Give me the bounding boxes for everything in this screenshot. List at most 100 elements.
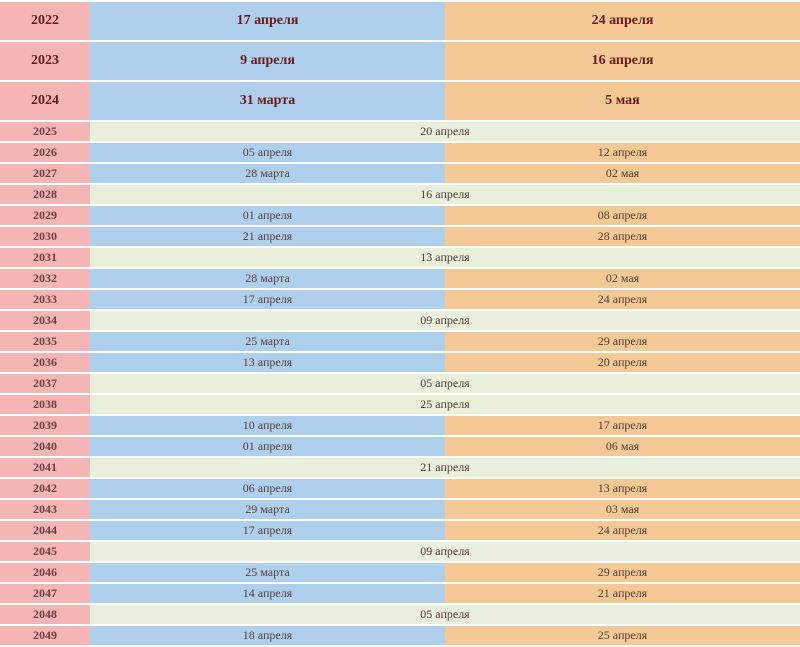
easter-dates-table: 202217 апреля24 апреля20239 апреля16 апр… — [0, 0, 800, 647]
year-cell: 2041 — [0, 458, 90, 477]
table-row: 202816 апреля — [0, 185, 800, 204]
table-row: 203525 марта29 апреля — [0, 332, 800, 351]
right-date-cell: 12 апреля — [445, 143, 800, 162]
year-cell: 2024 — [0, 82, 90, 120]
table-row: 203317 апреля24 апреля — [0, 290, 800, 309]
year-cell: 2045 — [0, 542, 90, 561]
year-cell: 2033 — [0, 290, 90, 309]
right-date-cell: 29 апреля — [445, 563, 800, 582]
year-cell: 2035 — [0, 332, 90, 351]
year-cell: 2026 — [0, 143, 90, 162]
merged-date-cell: 21 апреля — [90, 458, 800, 477]
right-date-cell: 08 апреля — [445, 206, 800, 225]
merged-date-cell: 09 апреля — [90, 311, 800, 330]
year-cell: 2030 — [0, 227, 90, 246]
table-row: 202605 апреля12 апреля — [0, 143, 800, 162]
table-row: 204417 апреля24 апреля — [0, 521, 800, 540]
year-cell: 2032 — [0, 269, 90, 288]
year-cell: 2023 — [0, 42, 90, 80]
table-row: 203910 апреля17 апреля — [0, 416, 800, 435]
year-cell: 2044 — [0, 521, 90, 540]
right-date-cell: 24 апреля — [445, 290, 800, 309]
right-date-cell: 24 апреля — [445, 2, 800, 40]
left-date-cell: 17 апреля — [90, 290, 445, 309]
left-date-cell: 17 апреля — [90, 2, 445, 40]
right-date-cell: 21 апреля — [445, 584, 800, 603]
table-row: 204329 марта03 мая — [0, 500, 800, 519]
year-cell: 2036 — [0, 353, 90, 372]
merged-date-cell: 16 апреля — [90, 185, 800, 204]
left-date-cell: 18 апреля — [90, 626, 445, 645]
year-cell: 2042 — [0, 479, 90, 498]
year-cell: 2046 — [0, 563, 90, 582]
table-row: 20239 апреля16 апреля — [0, 42, 800, 80]
year-cell: 2038 — [0, 395, 90, 414]
right-date-cell: 02 мая — [445, 164, 800, 183]
left-date-cell: 31 марта — [90, 82, 445, 120]
merged-date-cell: 25 апреля — [90, 395, 800, 414]
merged-date-cell: 09 апреля — [90, 542, 800, 561]
table-row: 203113 апреля — [0, 248, 800, 267]
year-cell: 2043 — [0, 500, 90, 519]
right-date-cell: 02 мая — [445, 269, 800, 288]
left-date-cell: 05 апреля — [90, 143, 445, 162]
left-date-cell: 14 апреля — [90, 584, 445, 603]
left-date-cell: 28 марта — [90, 164, 445, 183]
table-row: 204805 апреля — [0, 605, 800, 624]
year-cell: 2025 — [0, 122, 90, 141]
table-row: 202520 апреля — [0, 122, 800, 141]
table-row: 202431 марта5 мая — [0, 82, 800, 120]
left-date-cell: 9 апреля — [90, 42, 445, 80]
year-cell: 2022 — [0, 2, 90, 40]
table-row: 204001 апреля06 мая — [0, 437, 800, 456]
merged-date-cell: 05 апреля — [90, 605, 800, 624]
left-date-cell: 01 апреля — [90, 437, 445, 456]
table-row: 204121 апреля — [0, 458, 800, 477]
left-date-cell: 13 апреля — [90, 353, 445, 372]
right-date-cell: 17 апреля — [445, 416, 800, 435]
right-date-cell: 20 апреля — [445, 353, 800, 372]
table-row: 203228 марта02 мая — [0, 269, 800, 288]
right-date-cell: 29 апреля — [445, 332, 800, 351]
table-row: 202728 марта02 мая — [0, 164, 800, 183]
table-row: 204714 апреля21 апреля — [0, 584, 800, 603]
year-cell: 2029 — [0, 206, 90, 225]
table-row: 203613 апреля20 апреля — [0, 353, 800, 372]
left-date-cell: 28 марта — [90, 269, 445, 288]
year-cell: 2040 — [0, 437, 90, 456]
left-date-cell: 25 марта — [90, 563, 445, 582]
year-cell: 2039 — [0, 416, 90, 435]
table-row: 203021 апреля28 апреля — [0, 227, 800, 246]
year-cell: 2037 — [0, 374, 90, 393]
merged-date-cell: 05 апреля — [90, 374, 800, 393]
year-cell: 2034 — [0, 311, 90, 330]
year-cell: 2031 — [0, 248, 90, 267]
right-date-cell: 03 мая — [445, 500, 800, 519]
table-row: 203705 апреля — [0, 374, 800, 393]
year-cell: 2049 — [0, 626, 90, 645]
right-date-cell: 25 апреля — [445, 626, 800, 645]
right-date-cell: 16 апреля — [445, 42, 800, 80]
merged-date-cell: 13 апреля — [90, 248, 800, 267]
year-cell: 2027 — [0, 164, 90, 183]
table-row: 204918 апреля25 апреля — [0, 626, 800, 645]
left-date-cell: 10 апреля — [90, 416, 445, 435]
right-date-cell: 06 мая — [445, 437, 800, 456]
table-row: 204206 апреля13 апреля — [0, 479, 800, 498]
table-row: 204509 апреля — [0, 542, 800, 561]
table-row: 202217 апреля24 апреля — [0, 2, 800, 40]
left-date-cell: 06 апреля — [90, 479, 445, 498]
left-date-cell: 25 марта — [90, 332, 445, 351]
right-date-cell: 28 апреля — [445, 227, 800, 246]
table-row: 204625 марта29 апреля — [0, 563, 800, 582]
left-date-cell: 01 апреля — [90, 206, 445, 225]
year-cell: 2047 — [0, 584, 90, 603]
year-cell: 2028 — [0, 185, 90, 204]
right-date-cell: 24 апреля — [445, 521, 800, 540]
left-date-cell: 17 апреля — [90, 521, 445, 540]
table-row: 203825 апреля — [0, 395, 800, 414]
table-row: 202901 апреля08 апреля — [0, 206, 800, 225]
right-date-cell: 13 апреля — [445, 479, 800, 498]
left-date-cell: 29 марта — [90, 500, 445, 519]
merged-date-cell: 20 апреля — [90, 122, 800, 141]
